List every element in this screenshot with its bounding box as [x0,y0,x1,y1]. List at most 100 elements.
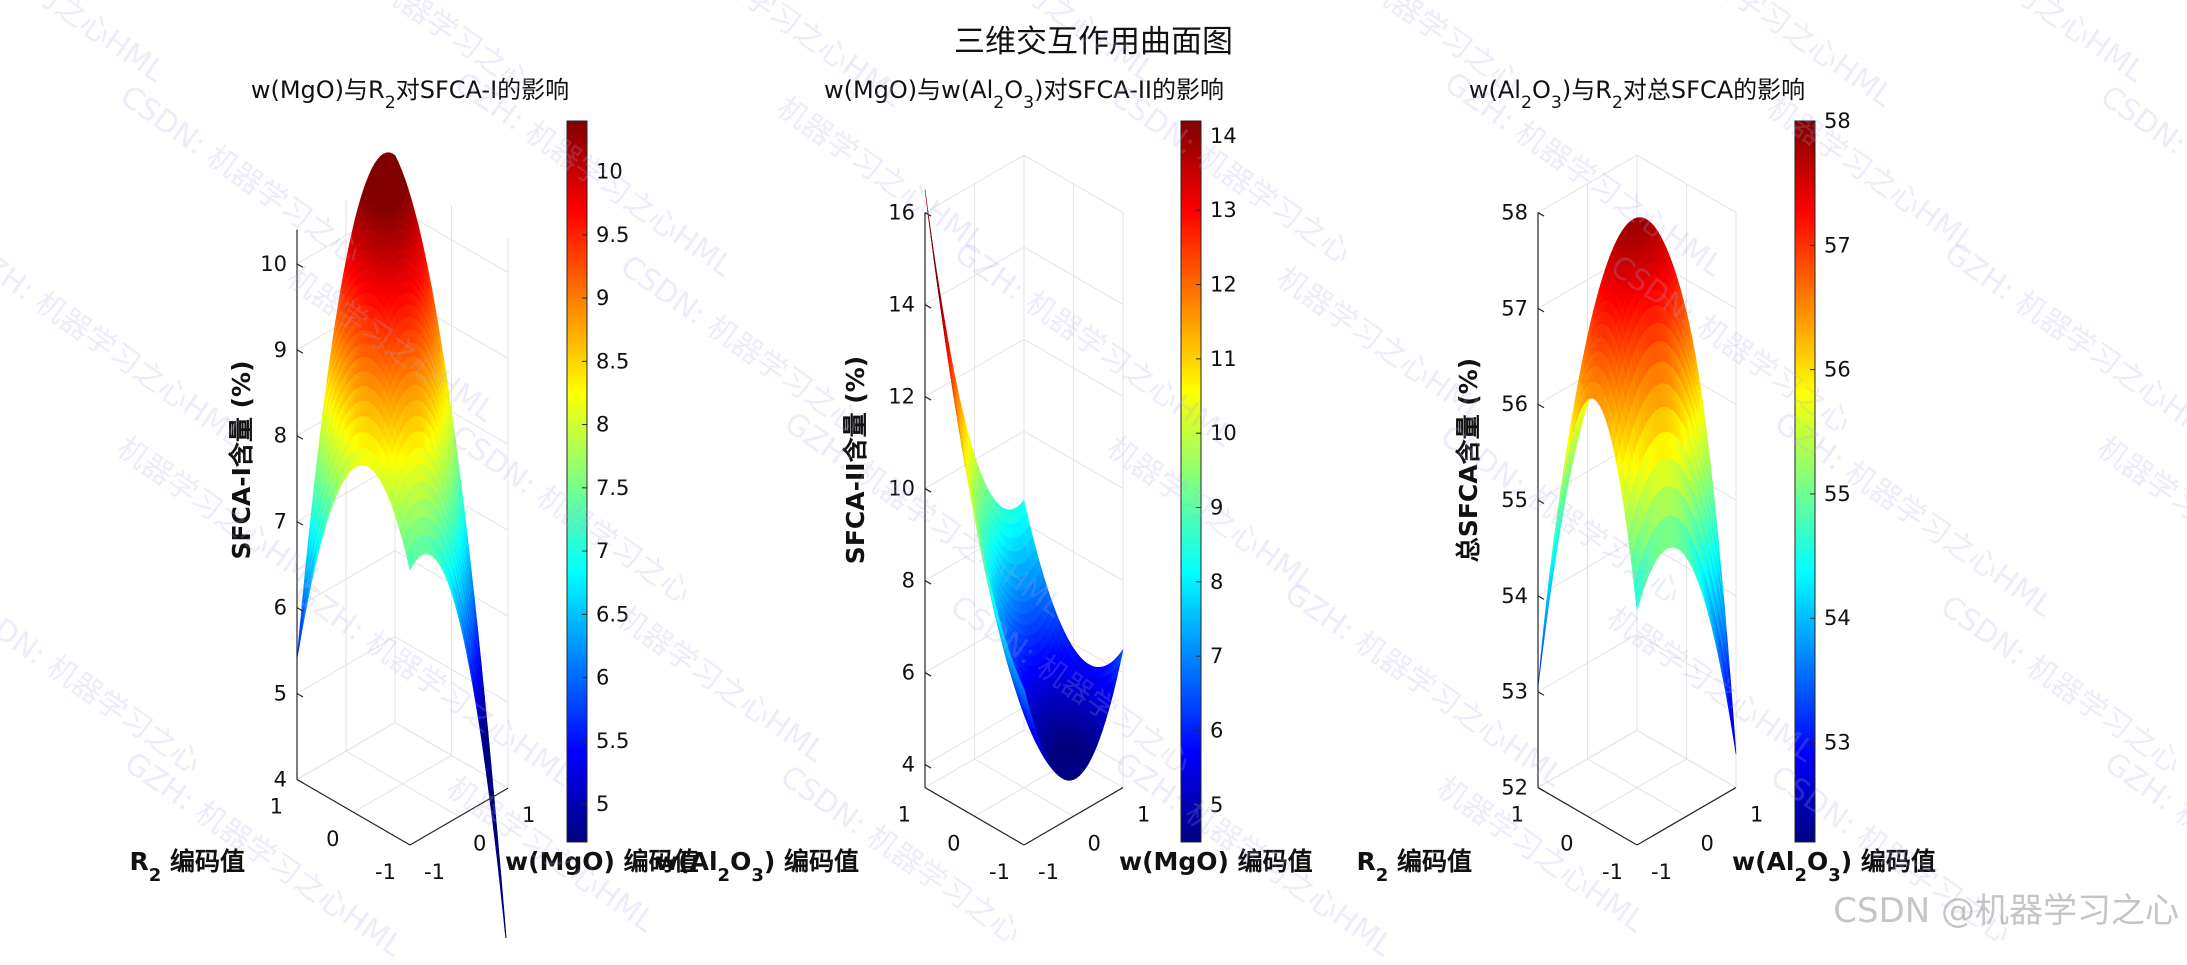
colorbar-tick-label: 8 [596,413,609,437]
z-tick-label: 4 [274,767,287,791]
colorbar-tick-label: 8 [1210,570,1223,594]
colorbar-tick-label: 5 [596,792,609,816]
z-tick [925,765,931,769]
x-tick-label: 0 [947,831,960,855]
colorbar-tick-label: 7 [596,539,609,563]
z-tick [297,779,303,783]
z-tick [297,694,303,698]
y-tick-label: 1 [1137,803,1150,827]
colorbar-tick-label: 9.5 [596,223,629,247]
colorbar-tick-label: 53 [1824,731,1851,755]
z-tick [1538,692,1544,696]
z-tick [297,436,303,440]
z-tick-label: 16 [888,201,915,225]
x-tick-label: 0 [326,827,339,851]
z-tick [925,397,931,401]
z-tick [1538,500,1544,504]
surface-panel-2: 4 6 8 10 12 14 16 -1 0 1 -1 0 1 w(Al2O3) 编码值 w(MgO) 编码… [655,76,1313,886]
z-tick-label: 6 [274,596,287,620]
colorbar-tick-label: 6.5 [596,602,629,626]
x-tick-label: 1 [270,794,283,818]
y-tick-label: 1 [522,803,535,827]
colorbar-tick-label: 54 [1824,606,1851,630]
z-tick-label: 54 [1501,584,1528,608]
x-tick-label: 1 [898,803,911,827]
z-tick [1538,788,1544,792]
z-axis-label: SFCA-II含量 (%) [841,356,870,564]
colorbar-tick-label: 56 [1824,358,1851,382]
z-tick-label: 56 [1501,392,1528,416]
x-tick-label: -1 [375,860,396,884]
z-tick-label: 5 [274,682,287,706]
panel-title: w(MgO)与w(Al2O3)对SFCA-II的影响 [824,76,1224,113]
z-tick-label: 55 [1501,488,1528,512]
y-tick-label: -1 [1651,860,1672,884]
y-tick-label: 0 [1088,831,1101,855]
x-tick-label: -1 [1602,860,1623,884]
z-tick-label: 9 [274,338,287,362]
x-axis-label: R2 编码值 [129,847,245,886]
x-tick-label: 0 [1560,831,1573,855]
x-tick-label: -1 [989,860,1010,884]
z-tick-label: 10 [888,477,915,501]
z-tick [925,489,931,493]
z-gridline [1538,730,1736,787]
z-tick-label: 12 [888,385,915,409]
z-tick-label: 14 [888,293,915,317]
colorbar-tick-label: 8.5 [596,349,629,373]
colorbar-tick-label: 14 [1210,124,1237,148]
y-tick-label: -1 [1038,860,1059,884]
z-tick [297,522,303,526]
y-tick-label: 0 [473,832,486,856]
z-tick-label: 8 [274,424,287,448]
colorbar-tick-label: 10 [596,160,623,184]
y-axis-label: w(Al2O3) 编码值 [1732,847,1936,886]
z-tick [1538,213,1544,217]
colorbar-tick-label: 9 [596,286,609,310]
z-tick-label: 8 [902,569,915,593]
colorbar-tick-label: 13 [1210,198,1237,222]
z-tick [925,673,931,677]
colorbar-tick-label: 5 [1210,793,1223,817]
panel-title: w(MgO)与R2对SFCA-I的影响 [251,76,569,113]
csdn-watermark: CSDN @机器学习之心 [1833,883,2179,932]
colorbar-tick-label: 5.5 [596,729,629,753]
surface-mesh [297,153,508,938]
y-tick-label: 1 [1750,803,1763,827]
colorbar-tick-label: 58 [1824,109,1851,133]
colorbar-tick-label: 6 [1210,719,1223,743]
z-tick [1538,404,1544,408]
z-axis-label: SFCA-I含量 (%) [227,360,256,559]
x-tick-label: 1 [1511,803,1524,827]
colorbar [567,121,587,842]
z-tick [925,305,931,309]
y-axis-label: w(MgO) 编码值 [1119,847,1313,876]
colorbar-tick-label: 6 [596,666,609,690]
z-tick-label: 52 [1501,776,1528,800]
z-tick-label: 58 [1501,201,1528,225]
z-tick [925,581,931,585]
x-axis-label: R2 编码值 [1356,847,1472,886]
z-tick-label: 4 [902,753,915,777]
z-gridline [297,723,508,789]
panel-title: w(Al2O3)与R2对总SFCA的影响 [1469,76,1805,113]
colorbar [1795,121,1815,842]
colorbar [1181,121,1201,842]
z-tick-label: 10 [260,252,287,276]
colorbar-tick-label: 11 [1210,347,1237,371]
y-tick-label: -1 [424,860,445,884]
colorbar-tick-label: 55 [1824,482,1851,506]
x-axis-label: w(Al2O3) 编码值 [655,847,859,886]
z-tick-label: 7 [274,510,287,534]
y-tick-label: 0 [1701,831,1714,855]
z-tick-label: 6 [902,661,915,685]
z-gridline [297,551,508,617]
colorbar-tick-label: 10 [1210,421,1237,445]
z-tick [1538,596,1544,600]
z-tick-label: 57 [1501,296,1528,320]
z-tick [297,264,303,268]
surface-panel-3: 52 53 54 55 56 57 58 -1 0 1 -1 0 1 R2 编码值 w(Al2O3) 编码值… [1356,76,1935,886]
colorbar-tick-label: 57 [1824,233,1851,257]
